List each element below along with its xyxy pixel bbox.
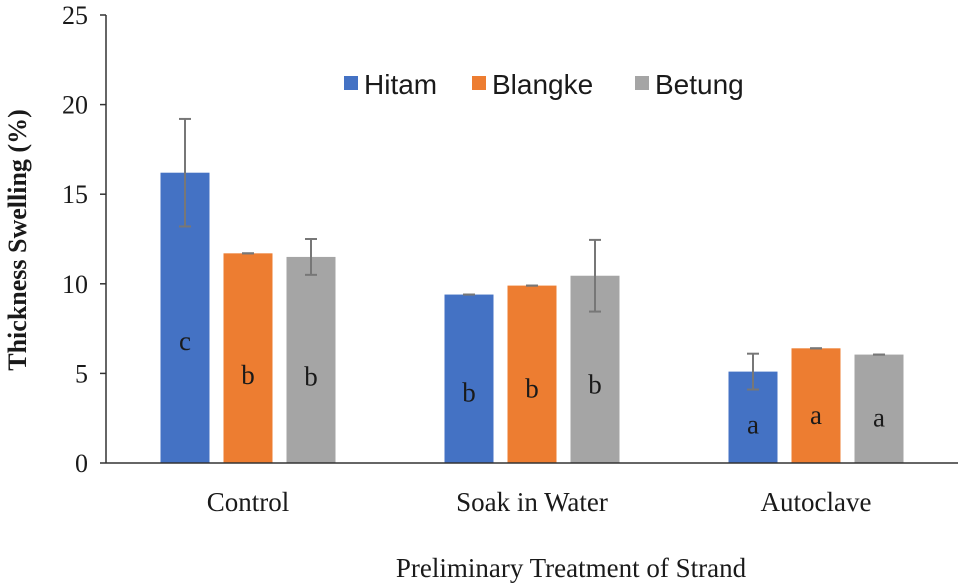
- legend-swatch-blangke: [472, 76, 486, 90]
- y-axis-label: Thickness Swelling (%): [3, 109, 32, 371]
- bar-blangke: [223, 253, 273, 463]
- significance-label: b: [525, 373, 539, 403]
- significance-label: a: [747, 410, 759, 440]
- significance-label: b: [241, 360, 255, 390]
- x-tick-label: Autoclave: [761, 487, 872, 517]
- legend: Hitam Blangke Betung: [344, 69, 744, 100]
- x-axis-label: Preliminary Treatment of Strand: [396, 553, 747, 583]
- x-tick-label: Control: [207, 487, 290, 517]
- bar-betung: [286, 256, 336, 463]
- significance-label: a: [810, 400, 822, 430]
- significance-label: b: [588, 369, 602, 399]
- significance-label: a: [873, 402, 885, 432]
- significance-label: b: [462, 377, 476, 407]
- y-tick-label: 10: [62, 270, 88, 299]
- legend-label: Blangke: [492, 69, 593, 100]
- legend-swatch-betung: [635, 76, 649, 90]
- legend-label: Hitam: [364, 69, 437, 100]
- y-tick-label: 20: [62, 91, 88, 120]
- bar-betung: [854, 354, 904, 463]
- legend-swatch-hitam: [344, 76, 358, 90]
- x-tick-label: Soak in Water: [456, 487, 608, 517]
- y-tick-label: 15: [62, 180, 88, 209]
- significance-label: b: [304, 361, 318, 391]
- bar-blangke: [791, 348, 841, 463]
- bar-blangke: [507, 285, 557, 463]
- y-tick-label: 5: [75, 359, 88, 388]
- bar-hitam: [444, 294, 494, 463]
- y-tick-label: 25: [62, 1, 88, 30]
- legend-label: Betung: [655, 69, 744, 100]
- significance-label: c: [179, 326, 191, 356]
- y-tick-label: 0: [75, 449, 88, 478]
